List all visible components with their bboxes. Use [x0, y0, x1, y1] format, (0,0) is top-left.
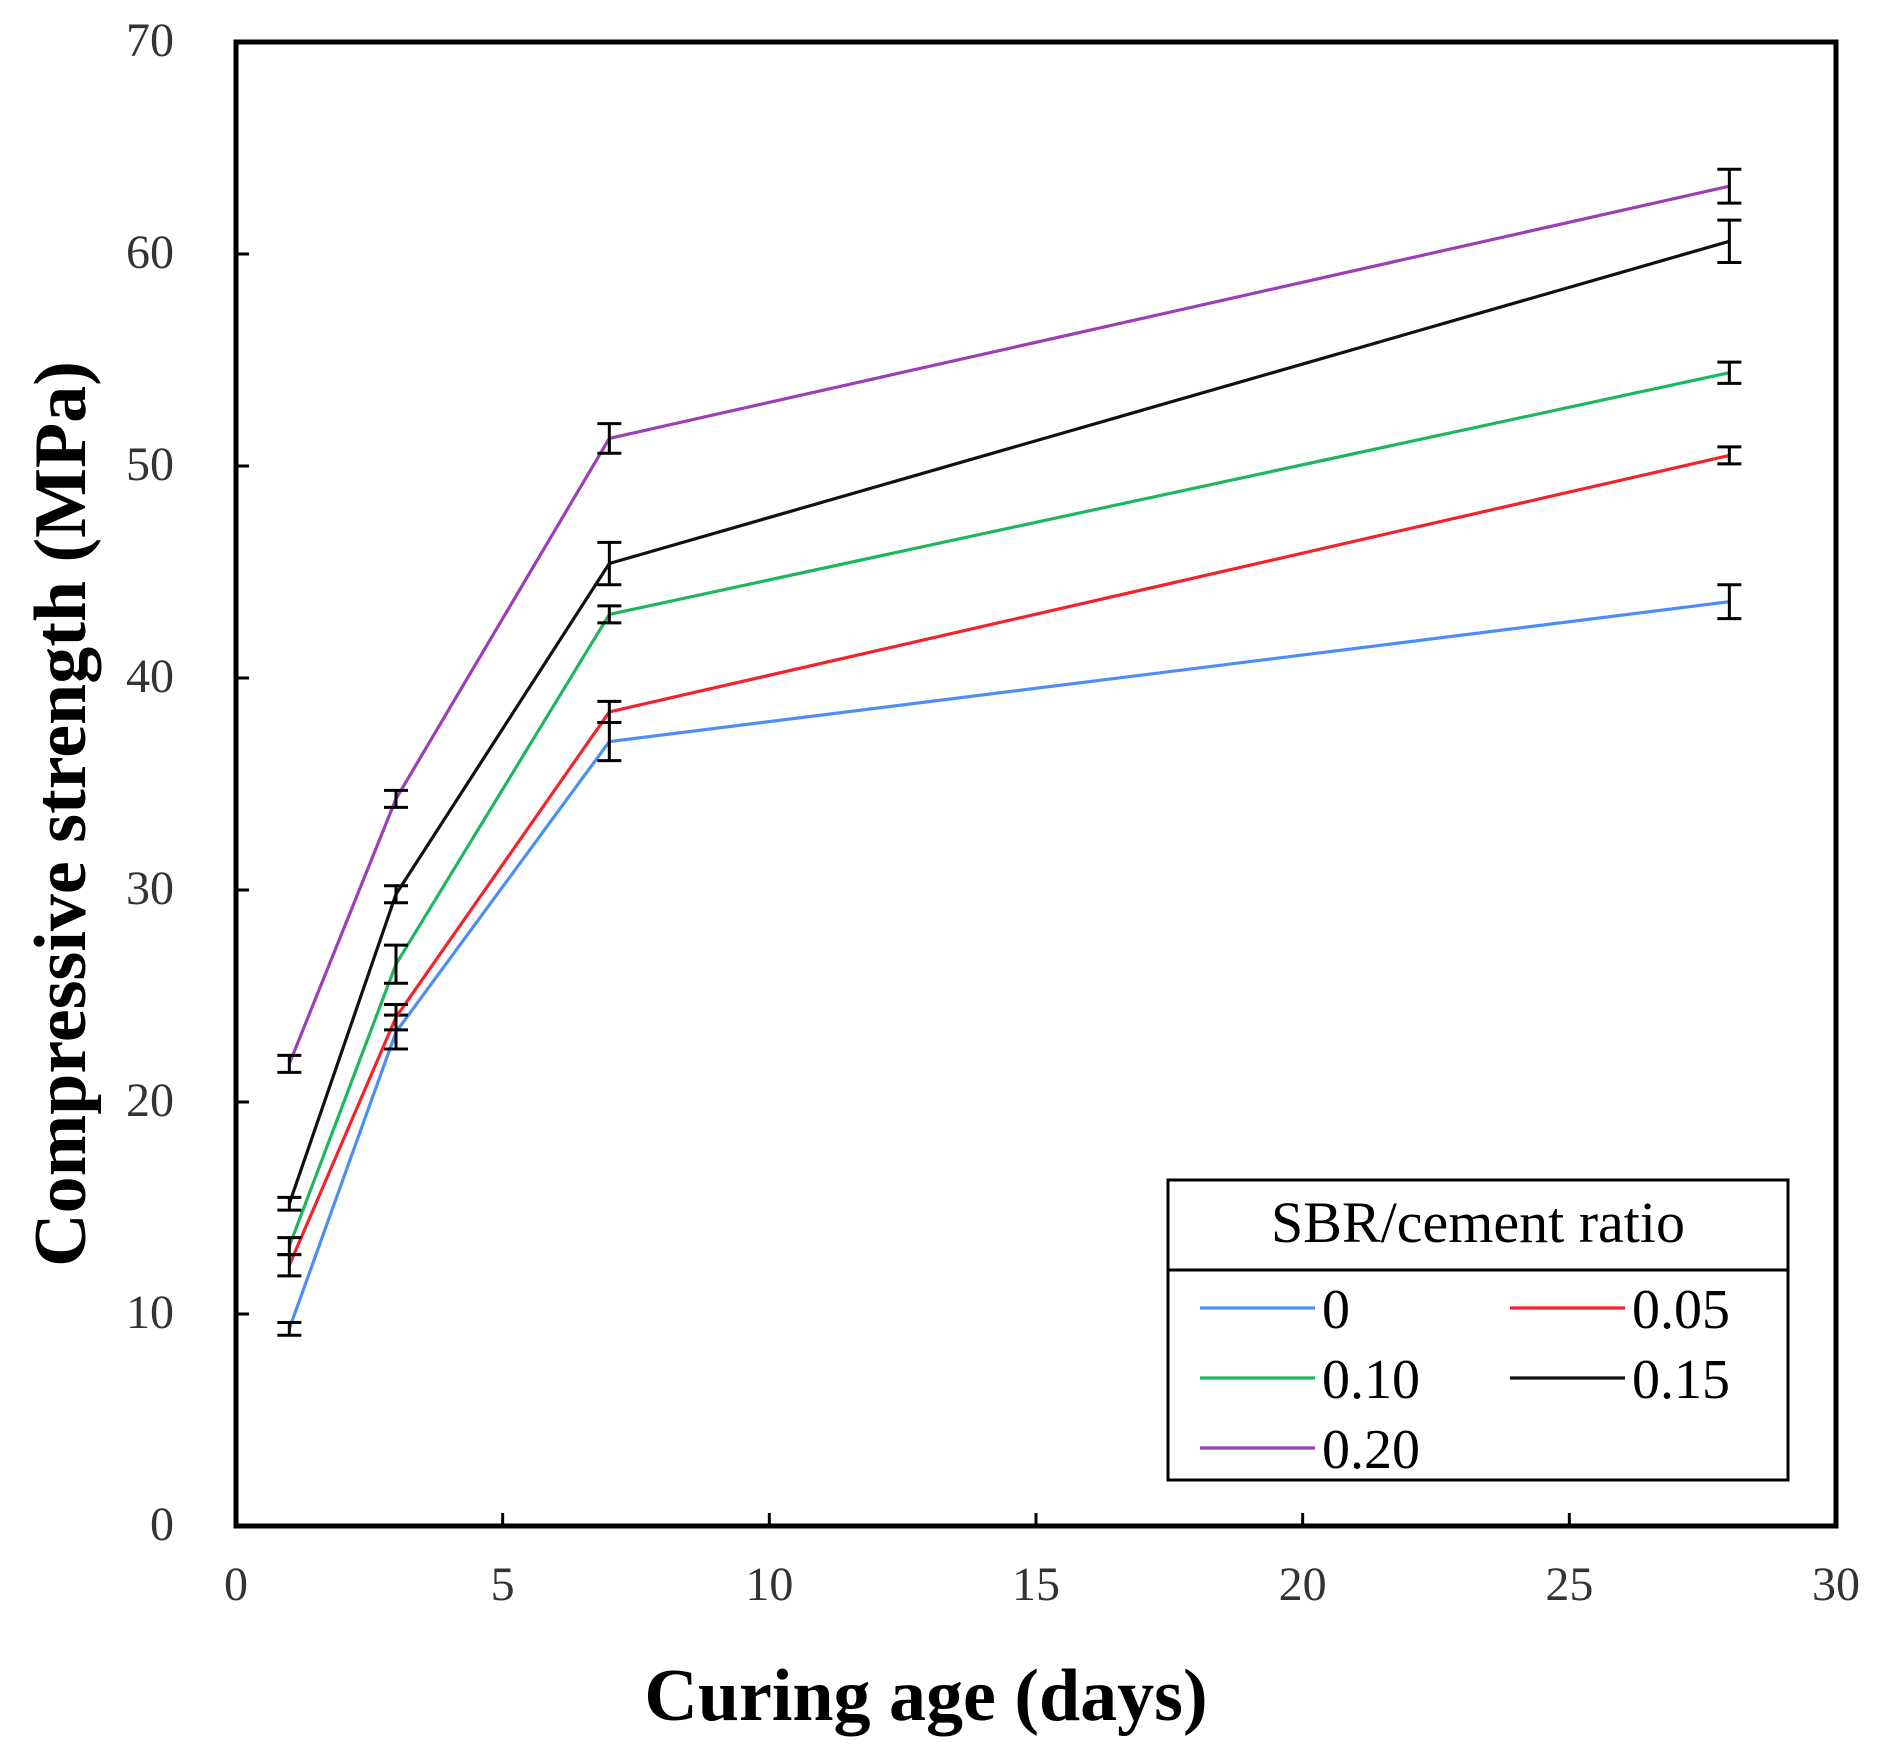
- error-bar: [1717, 583, 1742, 621]
- legend-item: 0: [1200, 1279, 1350, 1341]
- error-bar: [384, 884, 408, 905]
- series-line-2: [287, 371, 1730, 1247]
- y-tick-label: 0: [150, 1498, 174, 1551]
- series-line-4: [287, 184, 1730, 1065]
- legend-item: 0.15: [1510, 1349, 1730, 1411]
- error-bar: [597, 604, 622, 625]
- legend-item: 0.05: [1510, 1279, 1730, 1341]
- series-line-1: [287, 453, 1730, 1266]
- series-line-0: [287, 600, 1730, 1330]
- legend-title: SBR/cement ratio: [1271, 1190, 1685, 1255]
- x-axis-title: Curing age (days): [644, 1655, 1207, 1737]
- error-bar: [384, 943, 408, 985]
- legend-item: 0.10: [1200, 1349, 1420, 1411]
- error-bar: [1717, 360, 1742, 385]
- error-bar: [597, 699, 622, 725]
- x-tick-label: 0: [224, 1558, 248, 1611]
- y-tick-label: 30: [126, 862, 174, 915]
- y-tick-label: 50: [126, 438, 174, 491]
- legend-item: 0.20: [1200, 1419, 1420, 1481]
- error-bar: [1717, 218, 1742, 264]
- series-line-3: [287, 239, 1730, 1205]
- error-bar: [1717, 167, 1742, 205]
- legend-label: 0.10: [1322, 1349, 1420, 1411]
- x-tick-label: 25: [1545, 1558, 1593, 1611]
- y-axis-title: Compressive strength (MPa): [20, 361, 102, 1267]
- legend-box: [1166, 1178, 1790, 1482]
- error-bar: [277, 1320, 302, 1337]
- y-tick-label: 60: [126, 226, 174, 279]
- y-tick-label: 70: [126, 14, 174, 67]
- legend-label: 0: [1322, 1279, 1350, 1341]
- error-bar: [1717, 445, 1742, 466]
- error-bar: [277, 1195, 302, 1212]
- legend: SBR/cement ratio 0 0.05 0.10 0.15 0.20: [1166, 1178, 1790, 1482]
- legend-label: 0.05: [1632, 1279, 1730, 1341]
- legend-label: 0.20: [1322, 1419, 1420, 1481]
- error-bar: [277, 1053, 302, 1074]
- legend-label: 0.15: [1632, 1349, 1730, 1411]
- series-layer: [277, 167, 1742, 1337]
- error-bar: [277, 1236, 302, 1257]
- x-tick-label: 10: [745, 1558, 793, 1611]
- y-tick-label: 10: [126, 1286, 174, 1339]
- error-bar: [384, 788, 408, 809]
- axes-layer: 0 5 10 15 20 25 30 0 10 20 30 40 50 60 70 Curing age (d…: [20, 14, 1860, 1737]
- error-bar: [384, 1002, 408, 1032]
- x-tick-label: 30: [1812, 1558, 1860, 1611]
- x-tick-label: 20: [1279, 1558, 1327, 1611]
- y-tick-label: 20: [126, 1074, 174, 1127]
- error-bar: [597, 540, 622, 587]
- y-tick-label: 40: [126, 650, 174, 703]
- error-bar: [597, 422, 622, 455]
- x-tick-label: 15: [1012, 1558, 1060, 1611]
- x-tick-label: 5: [491, 1558, 515, 1611]
